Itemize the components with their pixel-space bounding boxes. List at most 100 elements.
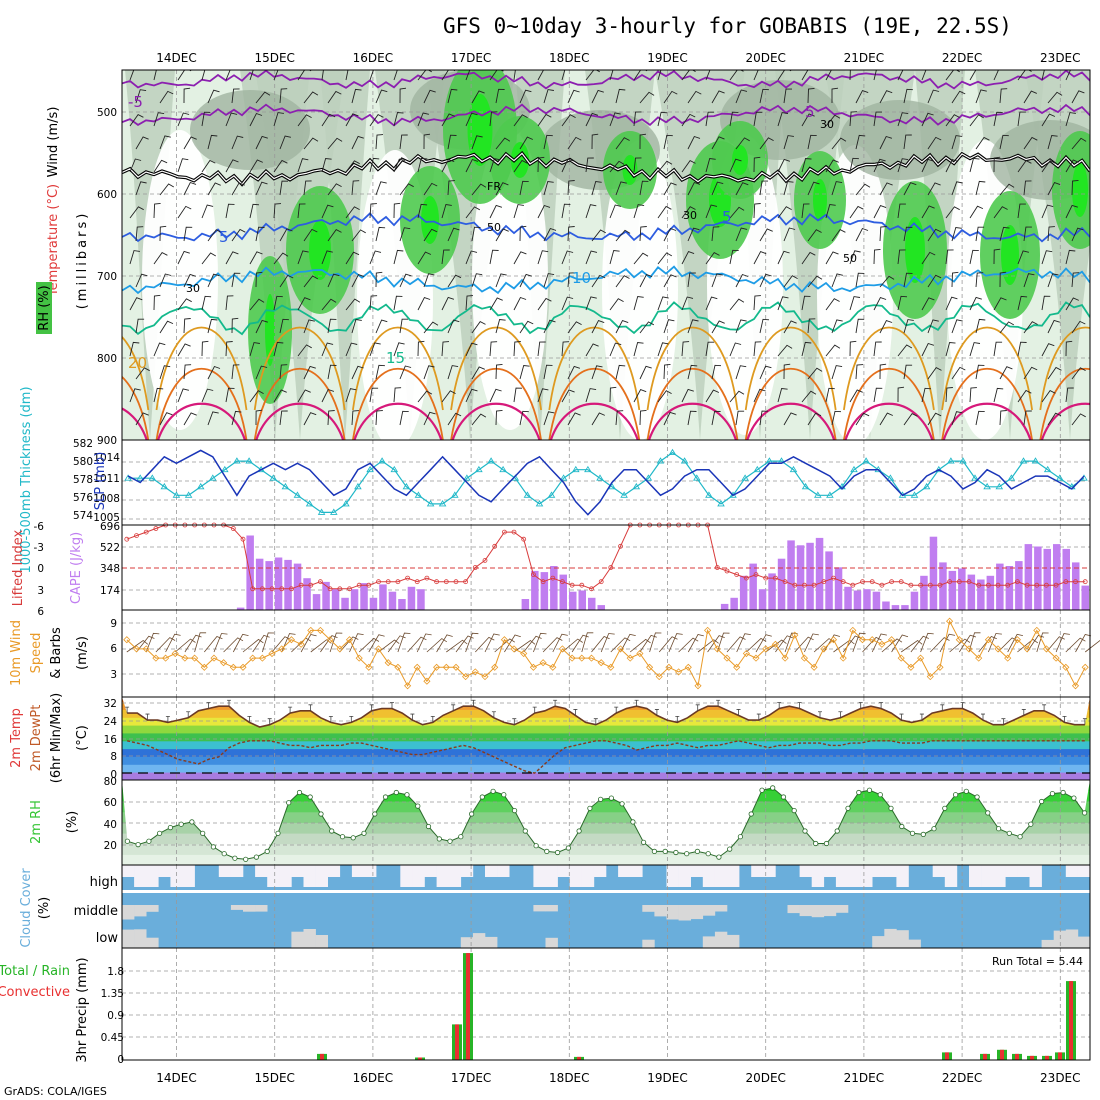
wind-barb [729, 206, 745, 219]
wind10m-barb [678, 637, 699, 653]
wind-barb [945, 114, 960, 127]
contour-label: 30 [186, 282, 200, 295]
cape-bar [777, 558, 786, 610]
wind-barb [615, 410, 624, 426]
cloud-cell-clear [364, 865, 377, 877]
wind-barb [537, 204, 551, 219]
wind-marker [723, 654, 731, 662]
wind-barb [495, 363, 503, 380]
li-marker [947, 579, 952, 585]
wind-barb [231, 317, 239, 334]
wind-barb [777, 70, 792, 81]
rh2m-marker [888, 805, 894, 811]
wind-barb [543, 411, 555, 426]
wind-barb [471, 135, 483, 150]
date-label-bottom: 23DEC [1040, 1071, 1080, 1085]
rh2m-markers [124, 785, 1088, 862]
cloud-cell-clear [799, 865, 812, 877]
wind-barb [183, 364, 192, 380]
rh2m-tick: 80 [104, 776, 117, 788]
thickness-marker [850, 465, 858, 473]
cape-bar [844, 586, 852, 610]
precip-conv-label: Convective [0, 985, 70, 1000]
wind-barb [807, 181, 820, 196]
wind-barb [441, 296, 455, 311]
wind-marker [171, 649, 179, 658]
wind-barb [687, 319, 699, 334]
wind-barb [735, 365, 747, 380]
wind-barb [633, 204, 645, 219]
wind-barb [993, 111, 1003, 127]
wind-barb [639, 180, 649, 196]
wind-barb [255, 365, 268, 380]
rh2m-marker [490, 788, 496, 794]
cloud-cell-low-clear [303, 929, 316, 948]
wind-barb [273, 70, 279, 81]
wind-marker [646, 663, 654, 671]
wind-barb [369, 70, 374, 81]
wind-barb [777, 250, 790, 265]
wind-barb [177, 158, 189, 173]
wind-barb [783, 275, 798, 288]
wind-barb [567, 226, 575, 242]
rh-legend-swatch [36, 282, 52, 334]
wind-marker [762, 645, 770, 653]
cloud-cell-mid-clear [823, 905, 837, 917]
wind-barb [753, 156, 761, 173]
wind-barb [297, 344, 312, 357]
thickness-marker [184, 491, 193, 498]
upper-grid [122, 70, 1090, 440]
wind-barb [297, 389, 311, 403]
wind-barb [297, 297, 311, 311]
wind-barb [783, 320, 797, 334]
li-marker [714, 565, 720, 570]
li-marker [811, 582, 817, 588]
minmax-marker [818, 711, 822, 718]
wind-barb [831, 87, 839, 103]
wind-barb [345, 70, 349, 81]
li-tick: -6 [34, 521, 45, 533]
cloud-cell-low-clear [545, 937, 558, 948]
slp-tick: 1005 [93, 512, 120, 524]
wind-barb [711, 320, 725, 334]
li-marker [898, 579, 904, 585]
cloud-cell-clear [630, 865, 643, 877]
wind-barb [903, 272, 913, 288]
wind-barb [225, 159, 239, 173]
wind-barb [351, 229, 366, 242]
wind-barb [255, 226, 265, 242]
wind-barb [969, 157, 980, 173]
wind10m-barb [504, 634, 521, 653]
wind-barb [825, 298, 840, 311]
wind-barb [753, 70, 759, 81]
wind-barb [1047, 135, 1058, 150]
wind-barb [519, 136, 533, 150]
contour-label: 5 [219, 228, 229, 246]
cloud-cell-mid-clear [654, 905, 667, 917]
wind-barb [921, 158, 934, 173]
wind-speed-line [126, 619, 1086, 688]
wind-barb [609, 70, 614, 81]
li-marker [1082, 579, 1088, 585]
wind-marker [868, 636, 876, 644]
wind-barb [351, 180, 360, 196]
wind-barb [897, 249, 906, 265]
wind10m-barb [397, 632, 411, 653]
rh2m-marker [759, 787, 765, 793]
wind-marker [162, 654, 170, 662]
cloud-cell-mid-clear [230, 905, 244, 910]
wind-barb [225, 341, 233, 357]
thickness-marker [305, 500, 314, 507]
temp2m-ticks: 32 24 16 8 0 [104, 698, 118, 781]
li-marker [608, 565, 614, 570]
wind-barb [873, 387, 883, 403]
wind-barb [633, 157, 642, 173]
wind10m-barb [716, 632, 730, 653]
wind10m-barb [591, 636, 610, 653]
cape-bar [388, 591, 397, 610]
thickness-marker [269, 474, 278, 481]
date-label-bottom: 18DEC [549, 1071, 589, 1085]
thickness-marker [451, 491, 459, 498]
wind-barb [273, 203, 282, 219]
rh2m-marker [468, 811, 475, 817]
